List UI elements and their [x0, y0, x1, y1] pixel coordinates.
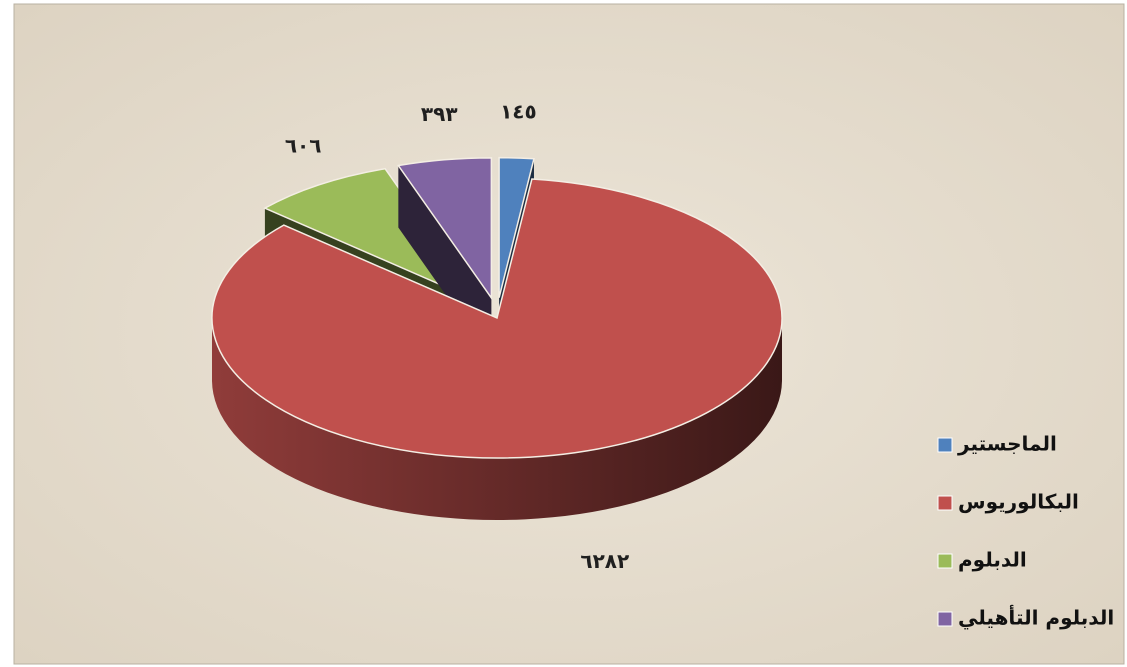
data-label: ١٤٥ [500, 99, 537, 123]
legend-label: البكالوريوس [958, 490, 1079, 514]
legend-label: الماجستير [957, 432, 1057, 456]
slice-top [211, 178, 783, 459]
slice-wall [212, 318, 782, 520]
legend-swatch [937, 437, 953, 453]
legend-label: الدبلوم [958, 548, 1027, 572]
data-label: ٣٩٣ [421, 102, 458, 126]
data-label: ٦٠٦ [285, 134, 322, 158]
slice-top [263, 167, 481, 303]
legend-label: الدبلوم التأهيلي [958, 604, 1114, 631]
slice-top [397, 157, 493, 301]
legend-swatch [937, 495, 953, 511]
legend-swatch [937, 611, 953, 627]
data-label: ٦٢٨٢ [580, 549, 629, 573]
slice [211, 178, 783, 520]
legend-swatch [937, 553, 953, 569]
slice-top [498, 156, 535, 298]
